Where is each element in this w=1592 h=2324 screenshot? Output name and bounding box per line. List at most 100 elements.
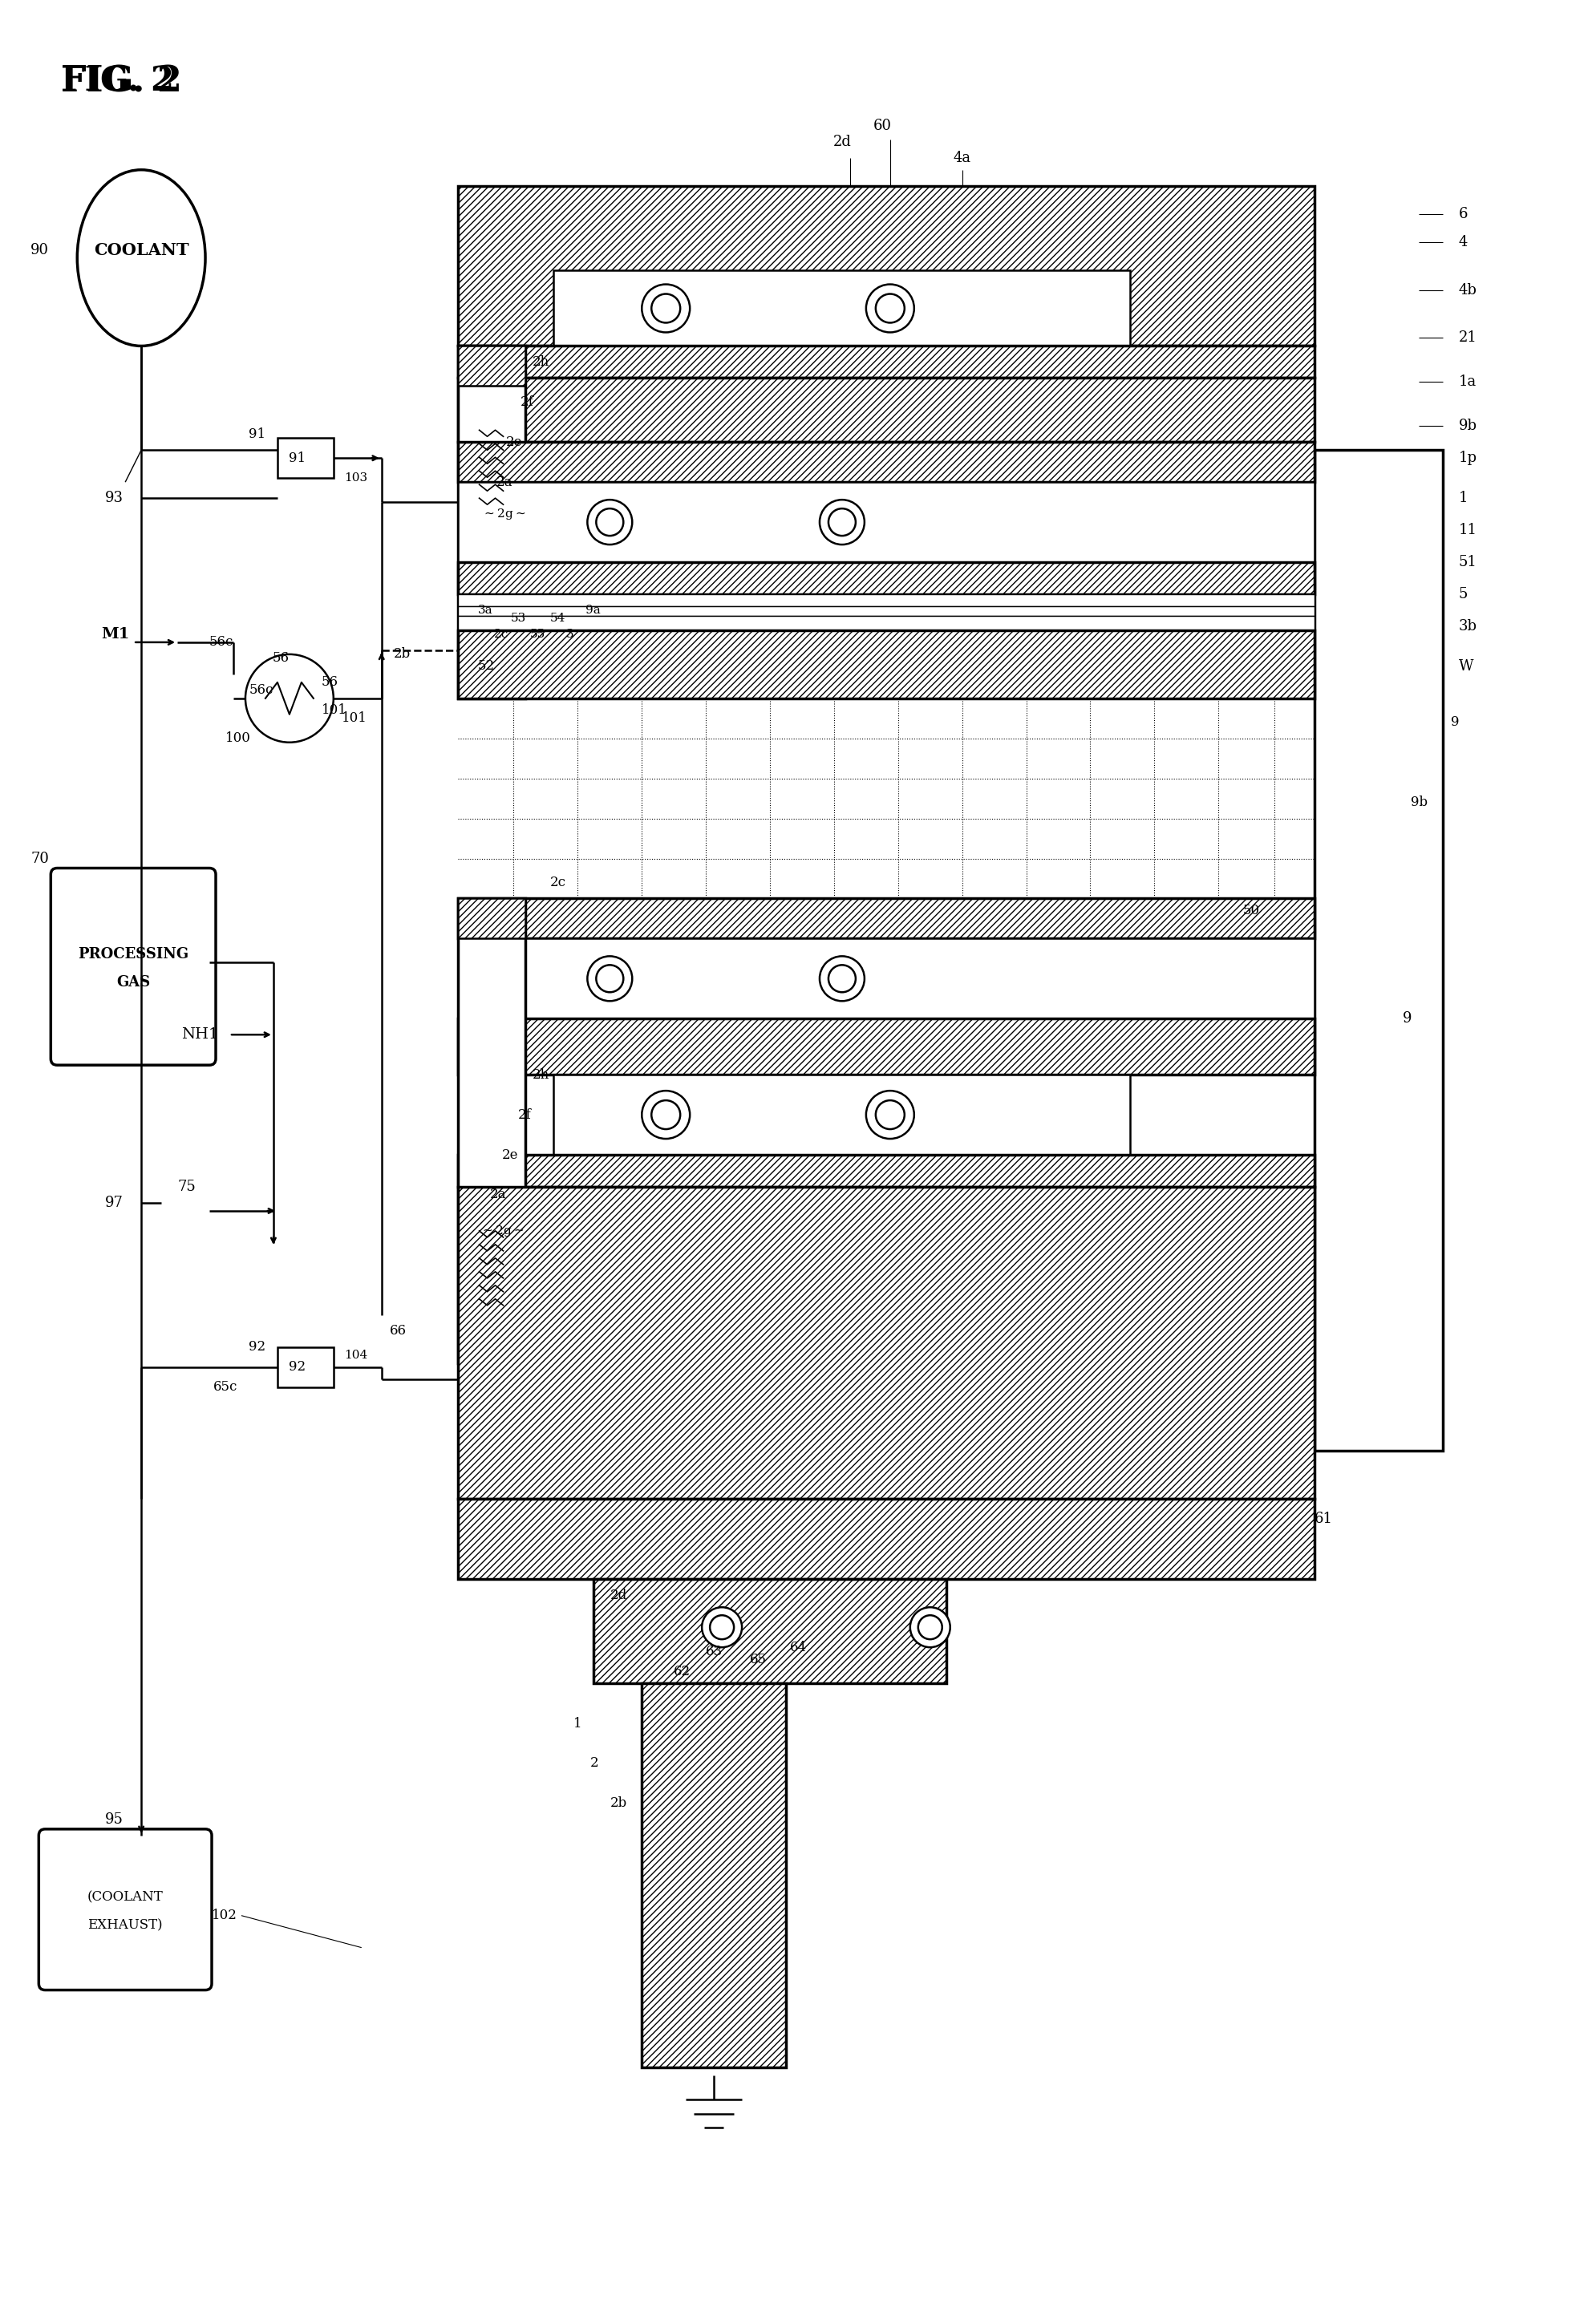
Bar <box>1315 930 1442 955</box>
Circle shape <box>820 500 864 544</box>
Text: $\sim$2g$\sim$: $\sim$2g$\sim$ <box>482 507 525 521</box>
Text: 92: 92 <box>248 1341 266 1355</box>
Text: 2f: 2f <box>517 1109 532 1122</box>
Bar <box>1315 1339 1442 1362</box>
Circle shape <box>642 284 689 332</box>
Text: GAS: GAS <box>116 976 150 990</box>
Text: 101: 101 <box>322 704 347 718</box>
Circle shape <box>651 293 680 323</box>
Text: 90: 90 <box>30 242 49 258</box>
Bar <box>457 553 525 595</box>
Text: 56: 56 <box>322 676 339 690</box>
Text: 55: 55 <box>530 630 544 639</box>
Bar <box>457 595 1315 607</box>
Bar <box>1315 955 1442 978</box>
Text: 1p: 1p <box>1458 451 1477 465</box>
Circle shape <box>595 964 624 992</box>
Text: 2h: 2h <box>532 1069 549 1081</box>
Bar <box>457 1188 1315 1499</box>
Text: (COOLANT: (COOLANT <box>88 1889 164 1903</box>
Text: 11: 11 <box>1458 523 1477 537</box>
Bar <box>1315 811 1442 834</box>
Text: 66: 66 <box>390 1325 406 1339</box>
Text: 56: 56 <box>272 651 290 665</box>
Text: 93: 93 <box>105 490 124 504</box>
Text: 2c: 2c <box>494 630 508 639</box>
Text: 2a: 2a <box>490 1188 506 1202</box>
Bar <box>1315 690 1442 713</box>
Text: 2f: 2f <box>521 395 533 409</box>
Text: 62: 62 <box>673 1664 691 1678</box>
Text: 50: 50 <box>1242 904 1259 918</box>
Text: 2: 2 <box>589 1757 599 1771</box>
Text: 1: 1 <box>1458 490 1468 504</box>
Text: 101: 101 <box>342 711 368 725</box>
Text: 1: 1 <box>573 1717 583 1729</box>
Bar <box>1315 474 1442 497</box>
Bar <box>1315 1050 1442 1074</box>
FancyBboxPatch shape <box>38 1829 212 1989</box>
Bar <box>457 899 1315 939</box>
Text: 56c: 56c <box>209 634 234 648</box>
Text: 91: 91 <box>248 428 266 442</box>
Text: 61: 61 <box>1315 1513 1333 1527</box>
Bar <box>457 1355 525 1394</box>
Text: NH1: NH1 <box>181 1027 218 1041</box>
Text: W: W <box>1458 660 1474 674</box>
Circle shape <box>642 1090 689 1139</box>
Text: 51: 51 <box>1458 555 1477 569</box>
Bar <box>1315 1195 1442 1218</box>
Bar <box>457 607 1315 616</box>
Text: 103: 103 <box>344 472 368 483</box>
Bar <box>457 481 1315 562</box>
Bar <box>1315 546 1442 569</box>
Bar <box>1315 786 1442 811</box>
Circle shape <box>595 509 624 537</box>
Text: 56c: 56c <box>250 683 274 697</box>
Bar <box>1315 523 1442 546</box>
Bar <box>1315 1290 1442 1315</box>
Bar <box>1315 883 1442 906</box>
Text: 60: 60 <box>872 119 892 132</box>
Circle shape <box>587 500 632 544</box>
Text: 2h: 2h <box>532 356 549 370</box>
Bar <box>1315 1267 1442 1290</box>
Circle shape <box>919 1615 942 1638</box>
Text: 9b: 9b <box>1411 795 1428 809</box>
Text: 54: 54 <box>549 614 565 623</box>
Bar <box>1315 1315 1442 1339</box>
Text: 91: 91 <box>290 451 306 465</box>
Bar <box>1315 906 1442 930</box>
Bar <box>1315 739 1442 762</box>
Text: 63: 63 <box>705 1645 723 1657</box>
Text: 2d: 2d <box>833 135 852 149</box>
Bar <box>1315 1387 1442 1411</box>
Text: 92: 92 <box>290 1360 306 1373</box>
Text: 102: 102 <box>212 1908 237 1922</box>
Bar <box>457 939 1315 1018</box>
Bar <box>1315 1002 1442 1027</box>
Bar <box>1315 451 1442 474</box>
Bar <box>457 616 1315 630</box>
Text: 9a: 9a <box>586 604 600 616</box>
Bar <box>1315 618 1442 641</box>
Bar <box>457 899 525 1362</box>
Text: 95: 95 <box>105 1813 124 1827</box>
Text: 65: 65 <box>750 1652 767 1666</box>
Bar <box>1315 713 1442 739</box>
Bar <box>457 1018 1315 1074</box>
Text: $\sim$2g$\sim$: $\sim$2g$\sim$ <box>481 1225 524 1239</box>
Bar <box>1315 1218 1442 1243</box>
Text: 65c: 65c <box>213 1380 237 1394</box>
Bar <box>1315 1171 1442 1195</box>
Text: COOLANT: COOLANT <box>94 242 189 258</box>
Bar <box>457 379 1315 442</box>
Bar <box>642 1683 786 2068</box>
Bar <box>457 562 1315 595</box>
Circle shape <box>876 293 904 323</box>
Bar <box>554 270 1130 346</box>
Bar <box>1315 641 1442 667</box>
Bar <box>1315 762 1442 786</box>
Text: 21: 21 <box>1458 330 1477 346</box>
Bar <box>457 514 525 553</box>
